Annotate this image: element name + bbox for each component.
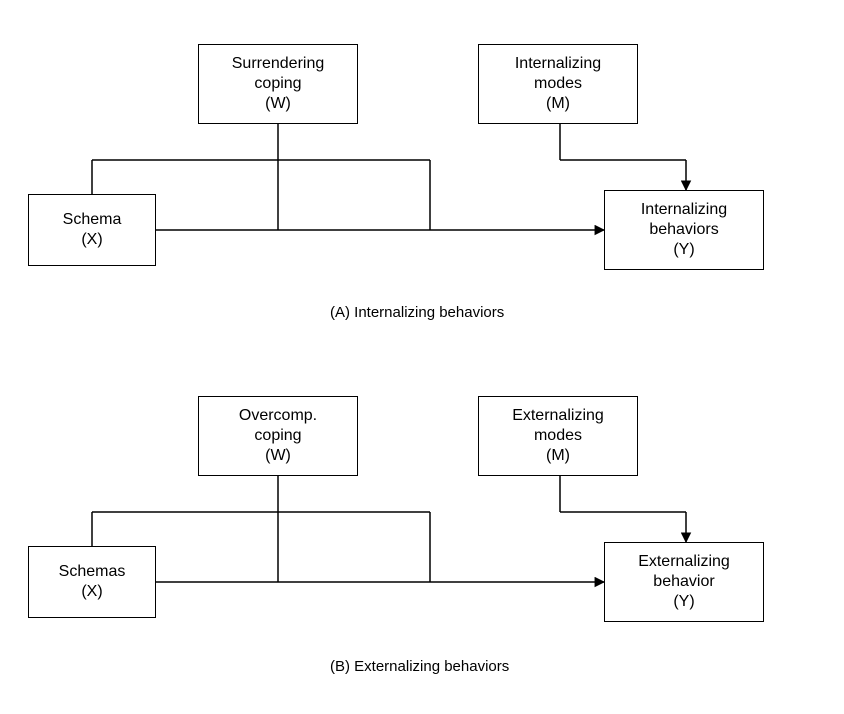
node-surr-coping-w: Surrenderingcoping(W) [198, 44, 358, 124]
node-int-beh-y: Internalizingbehaviors(Y) [604, 190, 764, 270]
diagram-canvas: Schema(X)Surrenderingcoping(W)Internaliz… [0, 0, 844, 714]
node-line: Schema [63, 210, 122, 230]
node-line: Surrendering [232, 54, 325, 74]
panel-label-lab-b: (B) Externalizing behaviors [330, 658, 509, 676]
node-schema-x: Schema(X) [28, 194, 156, 266]
node-line: (X) [63, 230, 122, 250]
node-line: Externalizing [638, 552, 730, 572]
node-schemas-x: Schemas(X) [28, 546, 156, 618]
node-overcomp-w: Overcomp.coping(W) [198, 396, 358, 476]
node-line: (W) [232, 94, 325, 114]
node-line: coping [239, 426, 317, 446]
node-line: Overcomp. [239, 406, 317, 426]
node-line: (M) [515, 94, 601, 114]
node-line: (X) [59, 582, 126, 602]
node-line: (W) [239, 446, 317, 466]
node-line: (Y) [638, 592, 730, 612]
node-ext-beh-y: Externalizingbehavior(Y) [604, 542, 764, 622]
node-line: behavior [638, 572, 730, 592]
node-line: (M) [512, 446, 604, 466]
panel-label-lab-a: (A) Internalizing behaviors [330, 304, 504, 322]
node-line: Internalizing [515, 54, 601, 74]
node-line: Schemas [59, 562, 126, 582]
node-line: (Y) [641, 240, 727, 260]
node-line: coping [232, 74, 325, 94]
node-line: behaviors [641, 220, 727, 240]
node-line: Internalizing [641, 200, 727, 220]
node-line: modes [512, 426, 604, 446]
node-line: modes [515, 74, 601, 94]
node-ext-modes-m: Externalizingmodes(M) [478, 396, 638, 476]
node-line: Externalizing [512, 406, 604, 426]
node-int-modes-m: Internalizingmodes(M) [478, 44, 638, 124]
